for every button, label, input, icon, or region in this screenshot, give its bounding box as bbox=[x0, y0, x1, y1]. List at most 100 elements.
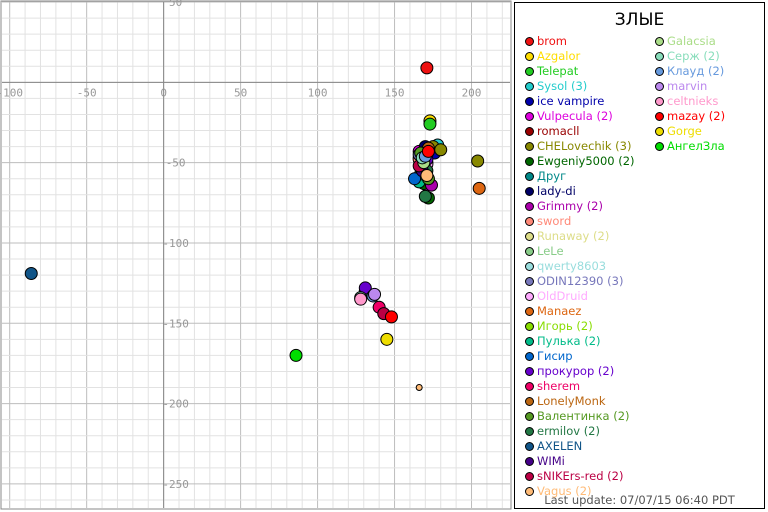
legend-item: mazay (2) bbox=[655, 109, 725, 123]
legend-swatch bbox=[525, 66, 534, 76]
y-tick-label: -200 bbox=[162, 398, 189, 411]
axes bbox=[2, 2, 510, 508]
legend-label: qwerty8603 bbox=[537, 259, 607, 273]
legend-swatch bbox=[525, 396, 534, 406]
legend-label: marvin bbox=[667, 79, 708, 93]
legend-item: OldDruid bbox=[525, 289, 588, 303]
data-point bbox=[420, 168, 434, 182]
legend-label: ODIN12390 (3) bbox=[537, 274, 624, 288]
y-tick-label: 50 bbox=[169, 0, 182, 9]
legend-item: Друг bbox=[525, 169, 566, 183]
legend-label: Пулька (2) bbox=[537, 334, 601, 348]
legend-swatch bbox=[525, 126, 534, 136]
legend-label: Клауд (2) bbox=[667, 64, 725, 78]
legend-swatch bbox=[525, 486, 534, 496]
legend-label: Manaez bbox=[537, 304, 582, 318]
legend-swatch bbox=[525, 471, 534, 481]
x-tick-label: -50 bbox=[77, 86, 97, 99]
legend-item: Игорь (2) bbox=[525, 319, 593, 333]
data-point bbox=[434, 143, 448, 157]
legend-label: mazay (2) bbox=[667, 109, 726, 123]
legend-item: Vulpecula (2) bbox=[525, 109, 613, 123]
legend-label: Sysol (3) bbox=[537, 79, 588, 93]
legend-swatch bbox=[655, 141, 664, 151]
legend-item: прокурор (2) bbox=[525, 364, 614, 378]
legend-swatch bbox=[525, 141, 534, 151]
legend-swatch bbox=[525, 426, 534, 436]
data-point bbox=[354, 292, 368, 306]
legend-label: OldDruid bbox=[537, 289, 588, 303]
legend-item: sword bbox=[525, 214, 571, 228]
legend-swatch bbox=[655, 111, 664, 121]
x-tick-label: 0 bbox=[160, 86, 167, 99]
legend-item: AXELEN bbox=[525, 439, 582, 453]
x-tick-label: 150 bbox=[385, 86, 405, 99]
legend-item: Grimmy (2) bbox=[525, 199, 603, 213]
legend-label: Grimmy (2) bbox=[537, 199, 603, 213]
legend-item: Azgalor bbox=[525, 49, 580, 63]
legend-swatch bbox=[525, 111, 534, 121]
legend-item: ice vampire bbox=[525, 94, 604, 108]
data-point bbox=[421, 144, 435, 158]
legend-swatch bbox=[525, 336, 534, 346]
legend-label: Azgalor bbox=[537, 49, 581, 63]
legend-item: romacll bbox=[525, 124, 579, 138]
legend-swatch bbox=[525, 381, 534, 391]
legend-swatch bbox=[525, 261, 534, 271]
legend-swatch bbox=[525, 441, 534, 451]
legend-item: Ewgeniy5000 (2) bbox=[525, 154, 635, 168]
legend-label: Gorge bbox=[667, 124, 702, 138]
legend-swatch bbox=[525, 216, 534, 226]
x-tick-label: -100 bbox=[0, 86, 23, 99]
legend-swatch bbox=[525, 276, 534, 286]
legend: ЗЛЫЕ brom Azgalor Telepat Sysol (3) ice vamp… bbox=[514, 2, 765, 509]
legend-swatch bbox=[525, 351, 534, 361]
data-point bbox=[418, 189, 432, 203]
legend-label: brom bbox=[537, 34, 568, 48]
data-point bbox=[24, 266, 38, 280]
legend-item: Гисир bbox=[525, 349, 573, 363]
legend-item: Runaway (2) bbox=[525, 229, 609, 243]
legend-item: marvin bbox=[655, 79, 707, 93]
legend-swatch bbox=[525, 201, 534, 211]
legend-label: Vulpecula (2) bbox=[537, 109, 613, 123]
legend-item: Серж (2) bbox=[655, 49, 720, 63]
x-tick-label: 100 bbox=[308, 86, 328, 99]
legend-label: sNIKErs-red (2) bbox=[537, 469, 624, 483]
legend-swatch bbox=[525, 96, 534, 106]
y-tick-label: -100 bbox=[162, 237, 189, 250]
x-tick-label: 50 bbox=[234, 86, 247, 99]
legend-label: Валентинка (2) bbox=[537, 409, 630, 423]
legend-item: Sysol (3) bbox=[525, 79, 587, 93]
legend-label: Runaway (2) bbox=[537, 229, 610, 243]
legend-label: ice vampire bbox=[537, 94, 605, 108]
tick-labels: -100 -50 0 50 100 150 200 50 -50 -100 -150 -200 -250 bbox=[0, 0, 481, 491]
legend-item: sherem bbox=[525, 379, 580, 393]
legend-swatch bbox=[525, 156, 534, 166]
legend-item: Telepat bbox=[525, 64, 578, 78]
legend-swatch bbox=[525, 51, 534, 61]
legend-item: Galacsia bbox=[655, 34, 716, 48]
legend-swatch bbox=[655, 96, 664, 106]
legend-label: sword bbox=[537, 214, 572, 228]
legend-item: LeLe bbox=[525, 244, 564, 258]
legend-item: АнгелЗла bbox=[655, 139, 725, 153]
legend-label: LeLe bbox=[537, 244, 564, 258]
legend-title: ЗЛЫЕ bbox=[614, 10, 665, 30]
legend-item: Клауд (2) bbox=[655, 64, 724, 78]
legend-swatch bbox=[655, 126, 664, 136]
y-tick-label: -250 bbox=[162, 478, 189, 491]
legend-swatch bbox=[525, 81, 534, 91]
legend-label: Гисир bbox=[537, 349, 573, 363]
legend-label: Серж (2) bbox=[667, 49, 720, 63]
legend-item: Gorge bbox=[655, 124, 702, 138]
legend-label: AXELEN bbox=[537, 439, 583, 453]
data-point bbox=[380, 332, 394, 346]
legend-swatch bbox=[525, 246, 534, 256]
legend-swatch bbox=[525, 291, 534, 301]
legend-item: ermilov (2) bbox=[525, 424, 600, 438]
legend-swatch bbox=[655, 36, 664, 46]
legend-item: ODIN12390 (3) bbox=[525, 274, 623, 288]
data-point bbox=[472, 181, 486, 195]
